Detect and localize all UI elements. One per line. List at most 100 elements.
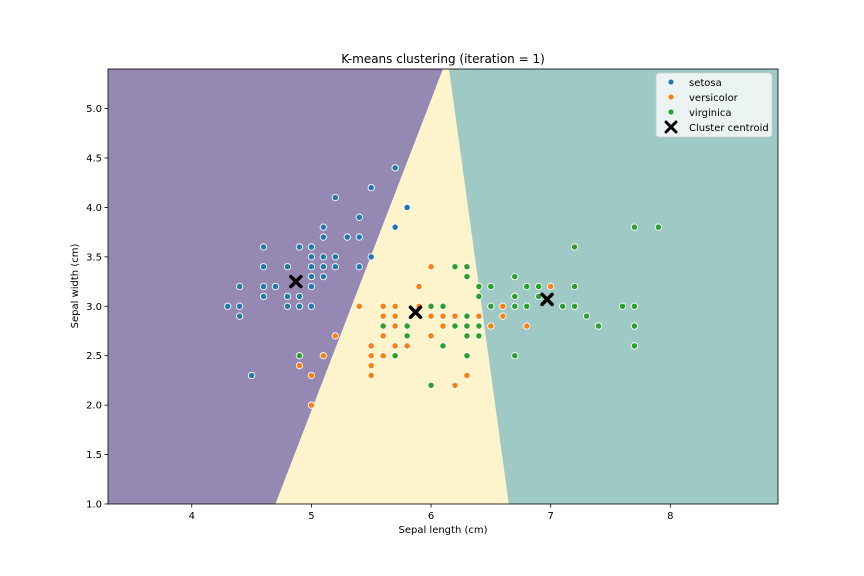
versicolor-point	[367, 371, 375, 380]
setosa-point	[295, 292, 304, 301]
x-tick-label: 6	[428, 511, 434, 522]
cluster-centroid-marker	[408, 305, 423, 319]
versicolor-point	[499, 302, 507, 310]
virginica-point	[463, 352, 471, 360]
cluster-regions	[108, 69, 778, 504]
virginica-point	[439, 342, 447, 350]
versicolor-point	[379, 352, 387, 360]
virginica-point	[463, 332, 471, 340]
centroid-markers	[289, 274, 554, 319]
versicolor-point	[451, 381, 459, 390]
virginica-point	[463, 263, 471, 271]
virginica-point	[511, 292, 519, 301]
virginica-point	[463, 322, 471, 330]
virginica-point	[475, 332, 483, 340]
setosa-point	[259, 282, 268, 291]
virginica-point	[439, 302, 447, 310]
virginica-point	[618, 302, 627, 310]
virginica-point	[403, 332, 411, 340]
setosa-point	[355, 233, 363, 241]
cluster-centroid-marker	[289, 274, 303, 289]
versicolor-point	[427, 312, 435, 320]
virginica-point	[630, 223, 639, 231]
setosa-point	[307, 302, 316, 310]
virginica-point	[391, 352, 399, 360]
setosa-point	[391, 223, 399, 231]
versicolor-point	[475, 312, 483, 320]
virginica-point	[451, 322, 459, 330]
x-tick-label: 5	[308, 511, 314, 522]
legend-label-versicolor: versicolor	[689, 93, 739, 104]
data-points	[223, 164, 663, 409]
setosa-point	[367, 183, 375, 192]
virginica-point	[654, 223, 663, 231]
y-tick-label: 3.5	[86, 252, 102, 263]
versicolor-point	[295, 361, 304, 370]
x-axis-ticks: 4 5 6 7 8	[189, 504, 674, 522]
y-tick-label: 3.0	[86, 302, 102, 313]
setosa-point	[343, 233, 351, 241]
setosa-point	[283, 302, 292, 310]
versicolor-point	[379, 332, 387, 340]
virginica-point	[451, 263, 459, 271]
versicolor-point	[331, 332, 339, 340]
legend-box	[655, 72, 773, 138]
virginica-point	[535, 282, 543, 291]
legend-marker-versicolor	[667, 93, 675, 101]
setosa-point	[235, 312, 244, 320]
setosa-point	[391, 164, 399, 172]
x-tick-label: 4	[189, 511, 195, 522]
virginica-point	[511, 302, 519, 310]
setosa-point	[259, 292, 268, 301]
versicolor-point	[367, 361, 375, 370]
virginica-point	[487, 282, 495, 291]
versicolor-point	[355, 302, 363, 310]
legend-marker-setosa	[667, 78, 675, 86]
virginica-point	[475, 292, 483, 301]
virginica-point	[511, 272, 519, 281]
setosa-point	[307, 282, 316, 291]
virginica-point	[463, 312, 471, 320]
virginica-point	[475, 322, 483, 330]
virginica-point	[403, 322, 411, 330]
y-tick-label: 4.0	[86, 203, 102, 214]
versicolor-point	[463, 371, 471, 380]
setosa-point	[355, 213, 363, 221]
versicolor-point	[391, 312, 399, 320]
virginica-point	[295, 352, 304, 360]
setosa-point	[319, 272, 328, 281]
y-tick-label: 2.0	[86, 401, 102, 412]
y-tick-label: 4.5	[86, 153, 102, 164]
setosa-point	[403, 203, 411, 212]
setosa-point	[235, 302, 244, 310]
setosa-point	[295, 243, 304, 251]
legend-label-virginica: virginica	[689, 108, 732, 119]
versicolor-point	[391, 302, 399, 310]
setosa-point	[319, 253, 328, 261]
setosa-point	[319, 233, 328, 241]
virginica-point	[630, 342, 639, 350]
virginica-point	[475, 282, 483, 291]
versicolor-point	[487, 322, 495, 330]
setosa-point	[319, 263, 328, 271]
setosa-point	[331, 253, 339, 261]
legend-marker-centroid	[664, 120, 678, 134]
virginica-point	[487, 302, 495, 310]
chart-title: K-means clustering (iteration = 1)	[341, 52, 545, 66]
setosa-point	[247, 371, 256, 380]
versicolor-point	[427, 263, 435, 271]
y-tick-label: 1.0	[86, 500, 102, 511]
x-tick-label: 8	[667, 511, 673, 522]
legend-label-setosa: setosa	[689, 78, 722, 89]
virginica-point	[511, 352, 519, 360]
setosa-point	[271, 282, 280, 291]
versicolor-point	[523, 322, 531, 330]
cluster-3-region	[449, 69, 778, 504]
x-axis-label: Sepal length (cm)	[398, 525, 487, 536]
cluster-centroid-marker	[540, 292, 554, 307]
virginica-point	[427, 381, 435, 390]
virginica-point	[582, 312, 591, 320]
virginica-point	[463, 272, 471, 281]
y-axis-label: Sepal width (cm)	[70, 244, 81, 329]
virginica-point	[630, 302, 639, 310]
